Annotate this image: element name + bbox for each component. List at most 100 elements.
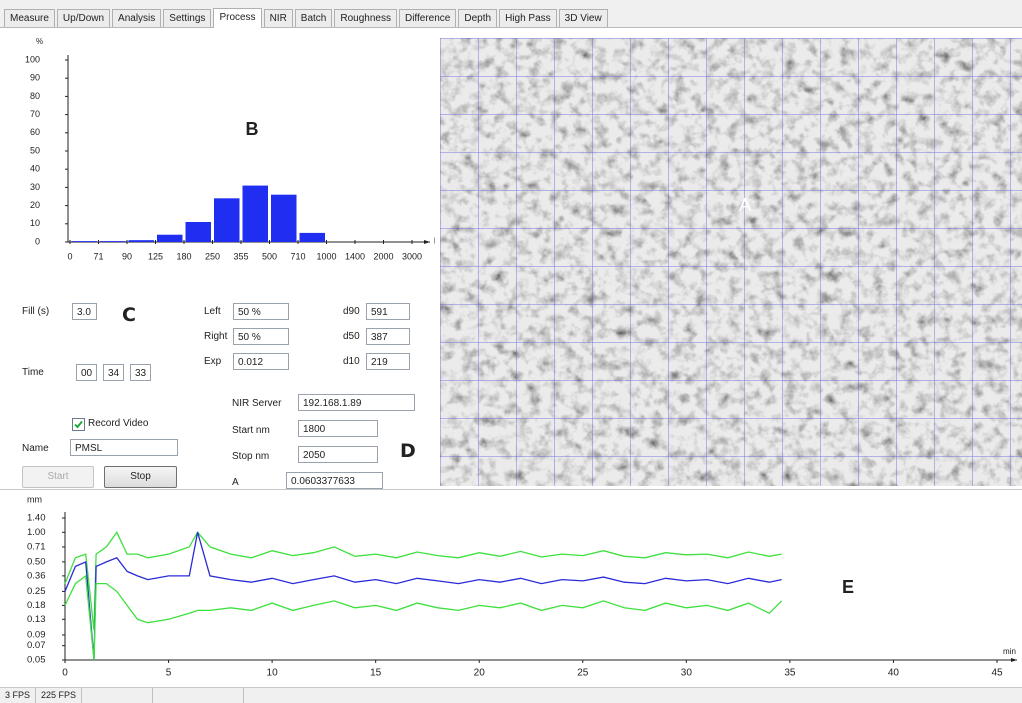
x-tick-label: 45 — [991, 668, 1003, 679]
y-tick-label: 100 — [25, 54, 40, 64]
tab[interactable]: Settings — [163, 9, 211, 27]
field-label: Exp — [204, 356, 221, 367]
x-tick-label: 710 — [290, 251, 305, 261]
y-tick-label: 70 — [30, 109, 40, 119]
text-field[interactable]: 387 — [366, 328, 410, 345]
tab[interactable]: 3D View — [559, 9, 608, 27]
status-field: 225 FPS — [36, 688, 82, 703]
y-axis-label: % — [36, 37, 43, 46]
text-field[interactable]: 1800 — [298, 420, 378, 437]
text-field[interactable]: 34 — [103, 364, 124, 381]
bar — [186, 222, 212, 242]
check-mark — [73, 419, 84, 430]
x-tick-label: 2000 — [373, 251, 393, 261]
bar — [300, 233, 326, 242]
field-label: d50 — [343, 331, 360, 342]
field-label: Time — [22, 367, 44, 378]
text-field[interactable]: 00 — [76, 364, 97, 381]
y-tick-label: 0.09 — [27, 629, 46, 640]
panel-label: E — [842, 577, 854, 597]
bar — [243, 186, 269, 242]
text-field[interactable]: PMSL — [70, 439, 178, 456]
x-tick-label: 25 — [577, 668, 589, 679]
y-tick-label: 1.00 — [27, 527, 46, 538]
tab[interactable]: Measure — [4, 9, 55, 27]
stop-button[interactable]: Stop — [104, 466, 177, 488]
tab[interactable]: NIR — [264, 9, 293, 27]
tab[interactable]: Batch — [295, 9, 333, 27]
x-tick-label: 180 — [176, 251, 191, 261]
y-tick-label: 90 — [30, 73, 40, 83]
y-tick-label: 20 — [30, 200, 40, 210]
panel-label: C — [122, 304, 136, 326]
bar — [214, 198, 240, 242]
x-tick-label: 355 — [233, 251, 248, 261]
field-label: Stop nm — [232, 451, 269, 462]
separator — [0, 489, 1022, 490]
x-tick-label: 250 — [205, 251, 220, 261]
field-label: d90 — [343, 306, 360, 317]
y-tick-label: 0.13 — [27, 614, 46, 625]
x-tick-label: 15 — [370, 668, 382, 679]
field-label: A — [232, 477, 239, 488]
line-chart: mm0.050.070.090.130.180.250.360.500.711.… — [0, 492, 1022, 686]
bar — [271, 195, 297, 242]
tab[interactable]: Difference — [399, 9, 456, 27]
y-tick-label: 0.71 — [27, 541, 46, 552]
y-tick-label: 0.05 — [27, 655, 46, 666]
x-axis-arrow — [424, 240, 430, 244]
y-tick-label: 0.18 — [27, 600, 46, 611]
tab[interactable]: Up/Down — [57, 9, 110, 27]
x-tick-label: 20 — [474, 668, 486, 679]
text-field[interactable]: 219 — [366, 353, 410, 370]
x-tick-label: 500 — [262, 251, 277, 261]
checkbox-label: Record Video — [88, 418, 148, 429]
tab[interactable]: Roughness — [334, 9, 397, 27]
text-field[interactable]: 0.0603377633 — [286, 472, 383, 489]
y-tick-label: 0 — [35, 236, 40, 246]
text-field[interactable]: 50 % — [233, 303, 289, 320]
x-tick-label: 90 — [122, 251, 132, 261]
status-bar: 3 FPS 225 FPS — [0, 687, 1022, 703]
tab[interactable]: Process — [213, 8, 261, 28]
x-axis-arrow — [1011, 658, 1017, 662]
field-label: Left — [204, 306, 221, 317]
text-field[interactable]: 3.0 — [72, 303, 97, 320]
y-tick-label: 50 — [30, 145, 40, 155]
start-button[interactable]: Start — [22, 466, 94, 488]
field-label: Start nm — [232, 425, 270, 436]
tab[interactable]: Analysis — [112, 9, 161, 27]
bar — [72, 241, 98, 242]
x-axis-unit: min — [1003, 647, 1016, 656]
y-tick-label: 0.25 — [27, 586, 46, 597]
x-tick-label: 0 — [62, 668, 68, 679]
tab[interactable]: High Pass — [499, 9, 557, 27]
x-tick-label: 40 — [888, 668, 900, 679]
x-tick-label: 1400 — [345, 251, 365, 261]
field-label: NIR Server — [232, 398, 281, 409]
status-field — [82, 688, 153, 703]
x-tick-label: 1000 — [316, 251, 336, 261]
y-tick-label: 30 — [30, 182, 40, 192]
y-axis-label: mm — [27, 494, 42, 504]
text-field[interactable]: 192.168.1.89 — [298, 394, 415, 411]
text-field[interactable]: 50 % — [233, 328, 289, 345]
tab[interactable]: Depth — [458, 9, 497, 27]
text-field[interactable]: 33 — [130, 364, 151, 381]
text-field[interactable]: 591 — [366, 303, 410, 320]
checkbox[interactable] — [72, 418, 85, 431]
x-tick-label: 0 — [67, 251, 72, 261]
histogram-chart: %0102030405060708090100µm071901251802503… — [0, 29, 435, 274]
y-tick-label: 0.07 — [27, 640, 46, 651]
text-field[interactable]: 0.012 — [233, 353, 289, 370]
x-tick-label: 125 — [148, 251, 163, 261]
x-tick-label: 30 — [681, 668, 693, 679]
field-label: Name — [22, 443, 49, 454]
x-tick-label: 35 — [784, 668, 796, 679]
text-field[interactable]: 2050 — [298, 446, 378, 463]
x-tick-label: 10 — [267, 668, 279, 679]
series-line — [65, 532, 782, 660]
camera-image: A — [440, 38, 1022, 486]
status-field: 3 FPS — [0, 688, 36, 703]
